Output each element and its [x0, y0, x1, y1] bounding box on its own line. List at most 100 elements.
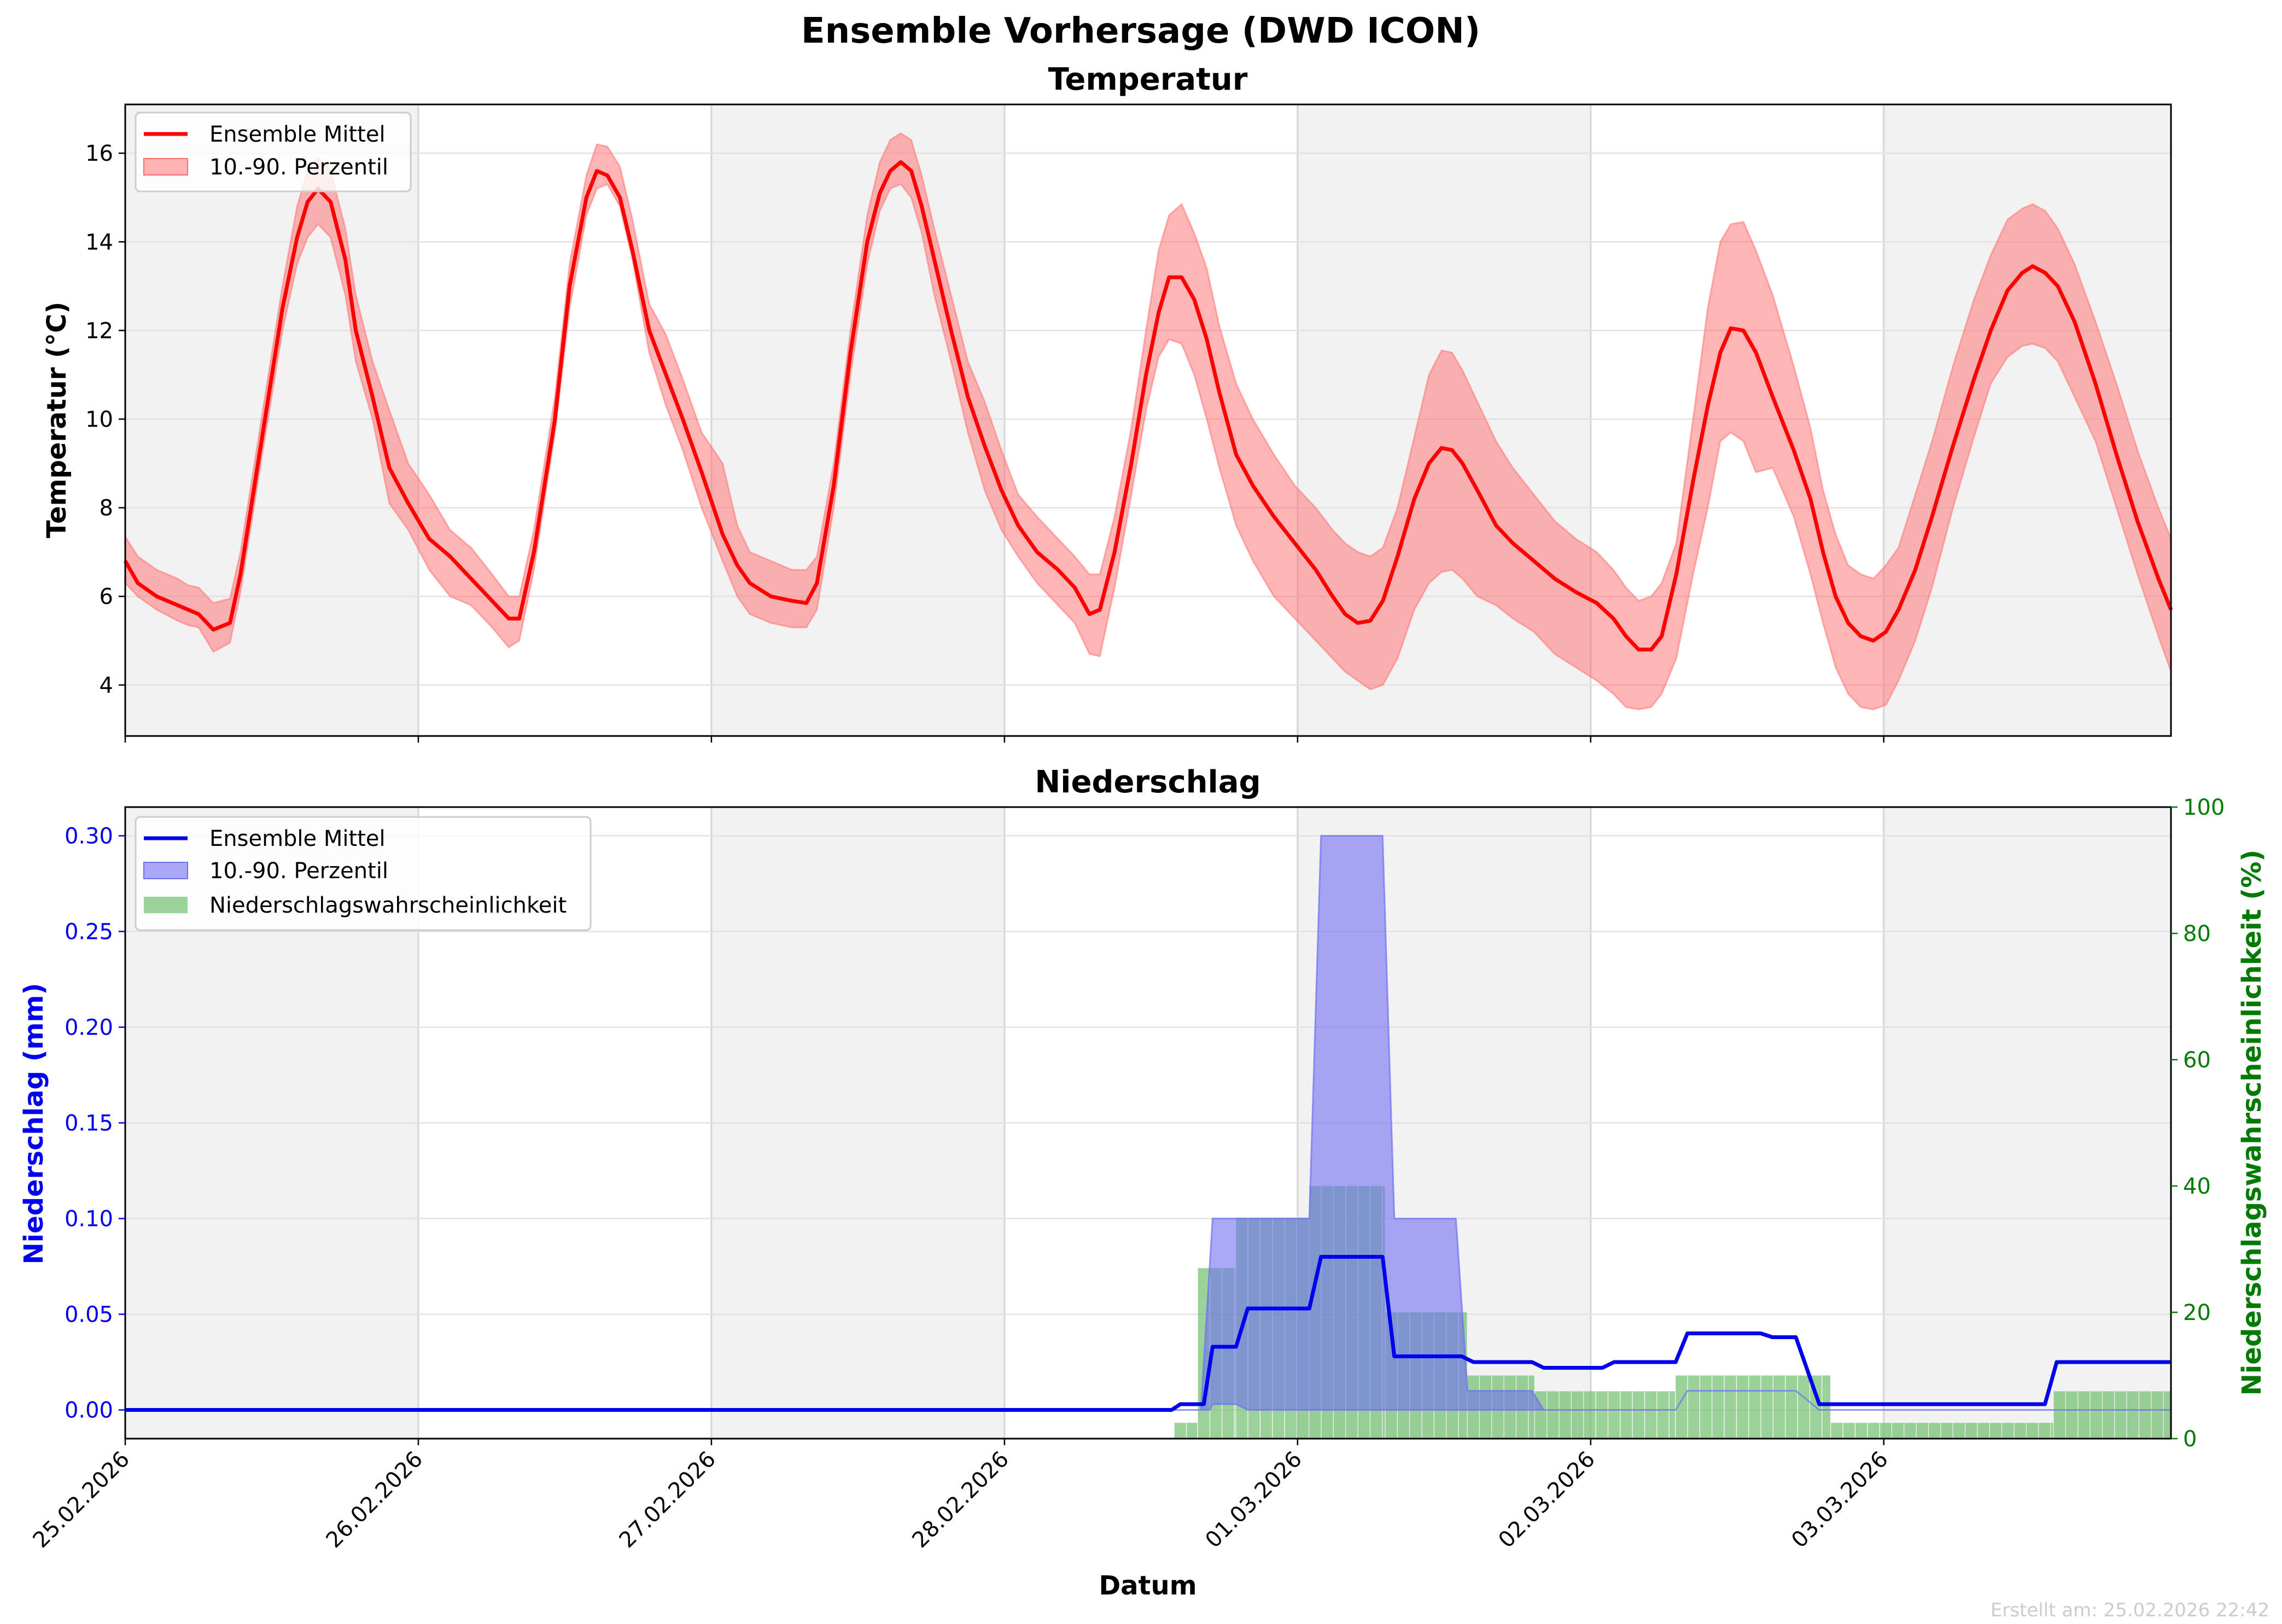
probability-bar: [1773, 1375, 1785, 1439]
precipitation-mean-line: [125, 1255, 2171, 1412]
probability-bar: [1941, 1423, 1953, 1439]
precipitation-legend-probability: Niederschlagswahrscheinlichkeit: [209, 893, 567, 918]
day-shade: [711, 104, 1005, 736]
probability-bar: [1596, 1391, 1608, 1439]
y-tick-label: 4: [100, 673, 113, 698]
x-tick-label: 01.03.2026: [1200, 1447, 1306, 1553]
x-tick-label: 26.02.2026: [322, 1447, 428, 1553]
precipitation-panel: 0.00 0.05 0.10 0.15 0.20 0.25 0.30 0 20 40 60 80 10…: [19, 764, 2267, 1601]
temperature-axes-frame: [124, 103, 2172, 737]
temperature-x-ticks: [124, 736, 1885, 743]
probability-bar: [1584, 1391, 1596, 1439]
probability-bar: [1669, 1391, 1676, 1439]
precipitation-legend-mean: Ensemble Mittel: [209, 826, 386, 851]
probability-bar: [1632, 1391, 1644, 1439]
probability-bar: [2039, 1423, 2051, 1439]
x-tick-label: 02.03.2026: [1493, 1447, 1600, 1553]
right-tick-label: 40: [2183, 1174, 2211, 1199]
y-tick-label: 0.20: [65, 1015, 113, 1041]
precipitation-legend-band: 10.-90. Perzentil: [209, 858, 388, 884]
probability-bar: [1645, 1391, 1657, 1439]
y-tick-label: 16: [85, 141, 113, 166]
probability-bar: [1822, 1375, 1831, 1439]
probability-bar: [1989, 1423, 2001, 1439]
probability-bar: [1724, 1375, 1736, 1439]
y-tick-label: 14: [85, 230, 113, 255]
probability-bar: [1736, 1375, 1749, 1439]
right-tick-label: 0: [2183, 1427, 2197, 1452]
probability-bar: [2053, 1391, 2065, 1439]
temperature-y-label: Temperatur (°C): [42, 302, 72, 539]
probability-bar: [2103, 1391, 2115, 1439]
temperature-mean-path: [123, 160, 2173, 652]
precipitation-y-label: Niederschlag (mm): [19, 983, 49, 1265]
probability-bar: [1547, 1391, 1559, 1439]
y-tick-label: 12: [85, 318, 113, 343]
precipitation-x-ticks: 25.02.2026 26.02.2026 27.02.2026 28.02.2026…: [28, 1439, 1893, 1553]
probability-bar: [2065, 1391, 2078, 1439]
y-tick-label: 6: [100, 585, 113, 610]
temperature-legend-swatch-band: [143, 158, 188, 176]
temperature-gridlines: [125, 104, 2171, 736]
probability-bar: [1572, 1391, 1584, 1439]
precipitation-legend: Ensemble Mittel 10.-90. Perzentil Nieder…: [135, 816, 592, 931]
probability-bar: [1559, 1391, 1571, 1439]
probability-bar: [2127, 1391, 2139, 1439]
probability-bar: [2090, 1391, 2102, 1439]
y-tick-label: 0.00: [65, 1398, 113, 1423]
y-tick-label: 8: [100, 496, 113, 521]
y-tick-label: 0.30: [65, 824, 113, 849]
y-tick-label: 10: [85, 407, 113, 432]
probability-bar: [1831, 1423, 1843, 1439]
probability-bar: [1688, 1375, 1700, 1439]
probability-bar: [1916, 1423, 1928, 1439]
temperature-legend-band: 10.-90. Perzentil: [209, 155, 388, 180]
probability-bar: [2014, 1423, 2026, 1439]
probability-bar: [1929, 1423, 1941, 1439]
figure-title: Ensemble Vorhersage (DWD ICON): [801, 11, 1480, 51]
probability-bar: [1867, 1423, 1880, 1439]
precipitation-mean-path: [125, 1255, 2171, 1412]
temperature-panel: 4 6 8 10 12 14 16 Temperatur Temperatur (°C) E…: [42, 62, 2173, 743]
right-tick-label: 60: [2183, 1048, 2211, 1073]
probability-bar: [1797, 1375, 1810, 1439]
probability-bar: [1761, 1375, 1773, 1439]
probability-bar: [2139, 1391, 2151, 1439]
probability-bar: [1855, 1423, 1867, 1439]
probability-bar: [1187, 1423, 1198, 1439]
created-timestamp: Erstellt am: 25.02.2026 22:42: [1991, 1599, 2269, 1621]
precipitation-band-area: [125, 835, 2171, 1411]
temperature-percentile-band: [124, 132, 2172, 710]
probability-bar: [2051, 1423, 2053, 1439]
precipitation-legend-swatch-probability: [144, 897, 188, 913]
probability-bar: [1785, 1375, 1797, 1439]
probability-bar: [1904, 1423, 1916, 1439]
probability-bar: [2026, 1423, 2039, 1439]
probability-bar: [1700, 1375, 1712, 1439]
temperature-legend: Ensemble Mittel 10.-90. Perzentil: [135, 112, 412, 192]
probability-bar: [1749, 1375, 1761, 1439]
x-tick-label: 03.03.2026: [1787, 1447, 1893, 1553]
probability-bar: [2115, 1391, 2127, 1439]
probability-bar: [1965, 1423, 1977, 1439]
x-tick-label: 28.02.2026: [907, 1447, 1013, 1553]
x-tick-label: 25.02.2026: [28, 1447, 135, 1553]
temperature-band-area: [124, 132, 2172, 710]
probability-bar: [1657, 1391, 1669, 1439]
probability-bar: [1712, 1375, 1724, 1439]
precipitation-y-ticks: 0.00 0.05 0.10 0.15 0.20 0.25 0.30: [65, 824, 125, 1423]
probability-bar: [1174, 1423, 1186, 1439]
temperature-mean-line: [123, 160, 2173, 652]
temperature-y-ticks: 4 6 8 10 12 14 16: [85, 141, 125, 698]
probability-y-ticks: 0 20 40 60 80 100: [2171, 795, 2225, 1452]
probability-bar: [1880, 1423, 1892, 1439]
temperature-title: Temperatur: [1048, 62, 1248, 97]
right-tick-label: 20: [2183, 1300, 2211, 1325]
probability-bar: [1608, 1391, 1620, 1439]
x-axis-label: Datum: [1099, 1570, 1197, 1601]
precipitation-legend-swatch-band: [143, 862, 188, 879]
probability-bar: [1977, 1423, 1989, 1439]
y-tick-label: 0.15: [65, 1111, 113, 1136]
precipitation-legend-box: [135, 816, 592, 931]
